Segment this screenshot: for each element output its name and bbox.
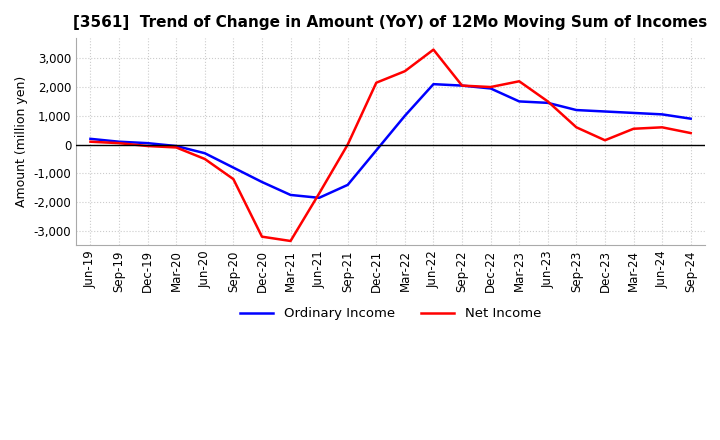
Title: [3561]  Trend of Change in Amount (YoY) of 12Mo Moving Sum of Incomes: [3561] Trend of Change in Amount (YoY) o… bbox=[73, 15, 708, 30]
Net Income bbox=[114, 140, 123, 146]
Ordinary Income bbox=[429, 81, 438, 87]
Net Income bbox=[429, 47, 438, 52]
Ordinary Income bbox=[343, 182, 352, 187]
Ordinary Income bbox=[400, 113, 409, 118]
Ordinary Income bbox=[172, 143, 181, 149]
Net Income bbox=[86, 139, 95, 144]
Net Income bbox=[486, 84, 495, 90]
Ordinary Income bbox=[515, 99, 523, 104]
Ordinary Income bbox=[229, 165, 238, 170]
Net Income bbox=[143, 143, 152, 149]
Ordinary Income bbox=[86, 136, 95, 142]
Ordinary Income bbox=[686, 116, 695, 121]
Net Income bbox=[629, 126, 638, 132]
Ordinary Income bbox=[544, 100, 552, 106]
Net Income bbox=[458, 83, 467, 88]
Y-axis label: Amount (million yen): Amount (million yen) bbox=[15, 76, 28, 207]
Ordinary Income bbox=[372, 148, 381, 153]
Ordinary Income bbox=[258, 180, 266, 185]
Ordinary Income bbox=[458, 83, 467, 88]
Net Income bbox=[229, 176, 238, 182]
Ordinary Income bbox=[287, 192, 295, 198]
Net Income bbox=[172, 145, 181, 150]
Ordinary Income bbox=[629, 110, 638, 116]
Net Income bbox=[200, 156, 209, 161]
Net Income bbox=[315, 191, 323, 196]
Net Income bbox=[372, 80, 381, 85]
Net Income bbox=[343, 142, 352, 147]
Line: Net Income: Net Income bbox=[91, 50, 690, 241]
Ordinary Income bbox=[658, 112, 667, 117]
Ordinary Income bbox=[200, 150, 209, 156]
Net Income bbox=[572, 125, 581, 130]
Ordinary Income bbox=[143, 140, 152, 146]
Net Income bbox=[600, 138, 609, 143]
Net Income bbox=[287, 238, 295, 244]
Net Income bbox=[258, 234, 266, 239]
Net Income bbox=[515, 79, 523, 84]
Net Income bbox=[658, 125, 667, 130]
Line: Ordinary Income: Ordinary Income bbox=[91, 84, 690, 198]
Net Income bbox=[544, 99, 552, 104]
Net Income bbox=[686, 130, 695, 136]
Ordinary Income bbox=[572, 107, 581, 113]
Legend: Ordinary Income, Net Income: Ordinary Income, Net Income bbox=[235, 302, 546, 326]
Net Income bbox=[400, 69, 409, 74]
Ordinary Income bbox=[600, 109, 609, 114]
Ordinary Income bbox=[114, 139, 123, 144]
Ordinary Income bbox=[315, 195, 323, 201]
Ordinary Income bbox=[486, 86, 495, 91]
